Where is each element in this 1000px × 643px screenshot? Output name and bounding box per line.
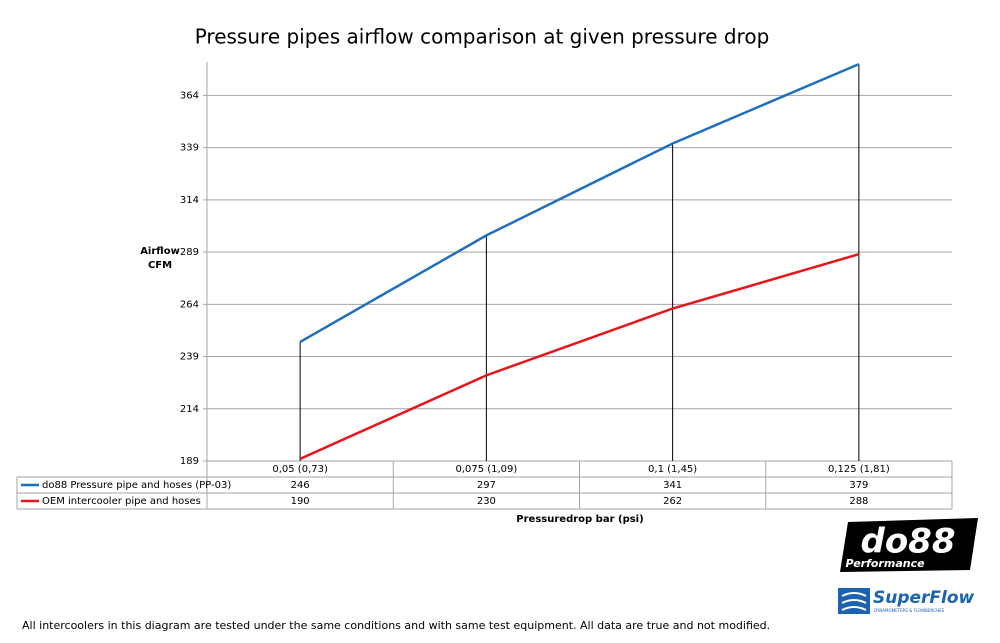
series-line — [299, 252, 860, 461]
y-tick-label: 239 — [180, 352, 199, 363]
y-axis-label: Airflow — [140, 246, 180, 257]
y-tick-label: 339 — [180, 143, 199, 154]
y-tick-label: 264 — [180, 299, 199, 310]
table-value: 246 — [291, 480, 310, 491]
chart-title: Pressure pipes airflow comparison at giv… — [195, 25, 770, 49]
series-line — [299, 62, 860, 344]
footnote: All intercoolers in this diagram are tes… — [22, 619, 770, 632]
x-tick-label: 0,125 (1,81) — [828, 464, 890, 475]
logo-text: SuperFlow — [873, 588, 975, 608]
table-value: 341 — [663, 480, 682, 491]
x-tick-label: 0,05 (0,73) — [272, 464, 328, 475]
partner-logo: SuperFlow DYNAMOMETERS & FLOWBENCHES — [838, 588, 975, 614]
table-value: 230 — [477, 496, 496, 507]
y-tick-label: 189 — [180, 456, 199, 467]
logo-subtext: DYNAMOMETERS & FLOWBENCHES — [874, 608, 945, 613]
x-tick-label: 0,1 (1,45) — [648, 464, 697, 475]
legend-label: OEM intercooler pipe and hoses — [42, 496, 201, 507]
logo-waves — [841, 592, 867, 611]
y-tick-label: 214 — [180, 404, 199, 415]
y-tick-label: 314 — [180, 195, 199, 206]
legend-label: do88 Pressure pipe and hoses (PP-03) — [42, 480, 231, 491]
table-value: 190 — [291, 496, 310, 507]
logo-text: do88 — [860, 522, 955, 562]
x-tick-label: 0,075 (1,09) — [455, 464, 517, 475]
table-value: 262 — [663, 496, 682, 507]
table-value: 297 — [477, 480, 496, 491]
logo-background — [840, 518, 978, 572]
y-axis-label: CFM — [148, 260, 172, 271]
y-tick-label: 289 — [180, 247, 199, 258]
brand-logo: do88 Performance — [840, 518, 978, 572]
x-axis-label: Pressuredrop bar (psi) — [516, 514, 643, 525]
y-tick-label: 364 — [180, 90, 199, 101]
table-value: 379 — [849, 480, 868, 491]
table-value: 288 — [849, 496, 868, 507]
logo-subtext: Performance — [845, 557, 925, 570]
